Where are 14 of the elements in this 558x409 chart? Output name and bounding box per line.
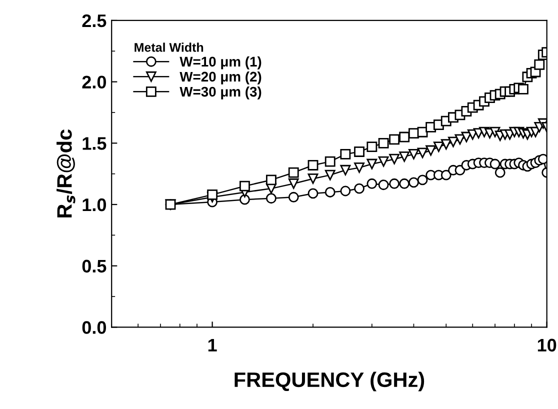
legend-label: W=20 μm (2) [180, 71, 262, 84]
y-tick-label: 0.5 [82, 260, 106, 273]
legend-label: W=10 μm (1) [180, 56, 262, 70]
y-tick-label: 1.5 [82, 137, 106, 150]
x-tick-label: 10 [538, 338, 556, 352]
x-tick-label: 1 [208, 338, 217, 352]
y-tick-label: 0.0 [82, 321, 106, 334]
y-tick-label: 2.0 [82, 76, 106, 89]
legend-title: Metal Width [134, 42, 204, 52]
y-axis-title: R$_{s}$/R@dc [56, 129, 76, 218]
y-tick-label: 1.0 [82, 198, 106, 212]
legend-label: W=30 μm (3) [180, 86, 262, 100]
y-tick-label: 2.5 [82, 14, 106, 28]
x-axis-title: FREQUENCY (GHz) [234, 372, 424, 392]
